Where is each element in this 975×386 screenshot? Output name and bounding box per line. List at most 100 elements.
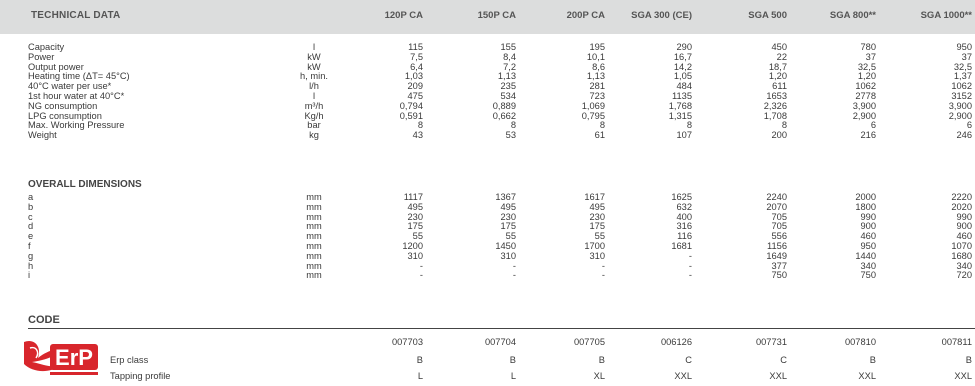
dimension-row-value: 495 xyxy=(589,201,605,212)
dimension-row-value: 990 xyxy=(956,211,972,222)
dimension-row-value: 2020 xyxy=(951,201,972,212)
product-code-value: 007704 xyxy=(484,337,516,347)
dimension-row-value: - xyxy=(419,260,423,271)
dimension-row-value: 1681 xyxy=(671,241,692,251)
erp-class-value: B xyxy=(416,355,423,365)
technical-data-row-value: 6,4 xyxy=(410,61,423,72)
technical-data-row-unit: bar xyxy=(307,120,321,131)
dimension-row-value: 377 xyxy=(771,260,787,271)
dimension-row: i mm - - - - 750 750 720 xyxy=(0,271,975,281)
column-header-120p-ca: 120P CA xyxy=(384,10,423,21)
technical-data-row-value: 6 xyxy=(966,120,972,131)
dimension-row-value: 55 xyxy=(594,231,605,242)
technical-data-row-value: 2,900 xyxy=(948,110,972,121)
dimension-row-value: 1800 xyxy=(855,201,876,212)
dimension-row-value: 400 xyxy=(676,211,692,222)
dimension-row-value: 310 xyxy=(500,250,516,261)
dimension-row-value: 2000 xyxy=(855,192,876,202)
technical-data-row-value: 115 xyxy=(408,42,423,52)
dimension-row-value: 495 xyxy=(407,201,423,212)
dimension-row-unit: mm xyxy=(306,241,322,251)
tapping-profile-value: L xyxy=(417,371,423,381)
dimension-row-value: 1625 xyxy=(671,192,692,202)
technical-data-row-label: Heating time (ΔT= 45°C) xyxy=(28,71,130,82)
code-divider xyxy=(28,328,975,329)
technical-data-row: Power kW 7,5 8,4 10,1 16,7 22 37 37 xyxy=(0,51,975,63)
technical-data-row: 40°C water per use* l/h 209 235 281 484 611 106… xyxy=(0,82,975,92)
technical-data-row-unit: kg xyxy=(309,130,319,141)
dimension-row-value: 1617 xyxy=(584,192,605,202)
tapping-profile-value: XXL xyxy=(674,371,692,381)
dimension-row-value: 900 xyxy=(956,221,972,232)
technical-data-row-value: 1,768 xyxy=(668,100,692,111)
technical-data-row: NG consumption m³/h 0,794 0,889 1,069 1,768 2,… xyxy=(0,100,975,112)
technical-data-row-value: 0,795 xyxy=(581,110,605,121)
dimension-row-value: 900 xyxy=(860,221,876,232)
erp-class-value: B xyxy=(869,355,876,365)
dimension-row-value: 1156 xyxy=(767,241,787,251)
tapping-profile-value: XXL xyxy=(769,371,787,381)
dimension-row-value: 950 xyxy=(860,241,876,251)
dimension-row-value: 1450 xyxy=(495,241,516,251)
dimension-row-value: 1367 xyxy=(495,192,516,202)
tapping-profile-label: Tapping profile xyxy=(110,371,171,381)
technical-data-row-value: 484 xyxy=(676,81,692,92)
dimension-row-value: 175 xyxy=(589,221,605,232)
technical-data-row-value: 37 xyxy=(865,51,876,62)
tapping-profile-value: XXL xyxy=(954,371,972,381)
technical-data-row-unit: m³/h xyxy=(304,100,324,111)
dimension-row-value: 556 xyxy=(771,231,787,242)
technical-data-row-label: LPG consumption xyxy=(28,110,102,121)
technical-data-row-value: 235 xyxy=(500,81,516,92)
dimension-row-value: 632 xyxy=(676,201,692,212)
product-code-value: 007705 xyxy=(573,337,605,347)
dimension-row: a mm 1117 1367 1617 1625 2240 2000 2220 xyxy=(0,192,975,203)
dimension-row-value: 1117 xyxy=(403,192,423,202)
technical-data-row-value: 200 xyxy=(771,130,787,141)
technical-data-row-value: 1,03 xyxy=(404,71,423,82)
dimension-row-value: 340 xyxy=(956,260,972,271)
erp-class-label: Erp class xyxy=(110,355,149,365)
dimension-row-value: - xyxy=(512,260,516,271)
dimension-row-value: 230 xyxy=(407,211,423,222)
erp-class-value: B xyxy=(509,355,516,365)
technical-data-row-value: 2778 xyxy=(855,91,876,101)
technical-data-row-value: 0,889 xyxy=(492,100,516,111)
technical-data-row-value: 3,900 xyxy=(852,100,876,111)
dimension-row-value: 1680 xyxy=(951,250,972,261)
column-header-sga-1000: SGA 1000** xyxy=(920,10,972,21)
dimension-row-value: 2240 xyxy=(766,192,787,202)
dimension-row-value: 705 xyxy=(771,221,787,232)
table-header: TECHNICAL DATA 120P CA 150P CA 200P CA S… xyxy=(0,0,975,34)
dimension-row-label: f xyxy=(28,241,31,251)
dimension-row-value: 2070 xyxy=(766,201,787,212)
technical-data-row-value: 475 xyxy=(407,91,423,101)
technical-data-row-unit: kW xyxy=(307,51,321,62)
dimension-row-value: 460 xyxy=(956,231,972,242)
dimension-row-unit: mm xyxy=(306,231,322,242)
tapping-profile-value: L xyxy=(510,371,516,381)
technical-data-row-value: 216 xyxy=(860,130,876,141)
technical-data-row-unit: l xyxy=(312,91,316,101)
technical-data-row-label: NG consumption xyxy=(28,100,98,111)
overall-dimensions-title: OVERALL DIMENSIONS xyxy=(28,179,142,190)
technical-data-row-label: Power xyxy=(28,51,55,62)
dimension-row-value: - xyxy=(419,270,423,281)
column-header-sga-800: SGA 800** xyxy=(829,10,876,21)
dimension-row-value: - xyxy=(601,260,605,271)
technical-data-row-value: 37 xyxy=(961,51,972,62)
technical-data-row-value: 1,708 xyxy=(763,110,787,121)
technical-data-row-value: 3,900 xyxy=(948,100,972,111)
dimension-row-label: c xyxy=(28,211,33,222)
technical-data-row-label: Max. Working Pressure xyxy=(28,120,125,131)
technical-data-row-label: 40°C water per use* xyxy=(28,81,112,92)
dimension-row-unit: mm xyxy=(306,250,322,261)
technical-data-row: Capacity l 115 155 195 290 450 780 950 xyxy=(0,42,975,53)
technical-data-row-unit: l/h xyxy=(309,81,319,92)
dimension-row-label: a xyxy=(28,192,34,202)
erp-logo-text: ErP xyxy=(55,345,93,370)
dimension-row-value: 460 xyxy=(860,231,876,242)
technical-data-row-value: 2,900 xyxy=(852,110,876,121)
dimension-row-value: - xyxy=(688,260,692,271)
dimension-row-value: 1700 xyxy=(584,241,605,251)
